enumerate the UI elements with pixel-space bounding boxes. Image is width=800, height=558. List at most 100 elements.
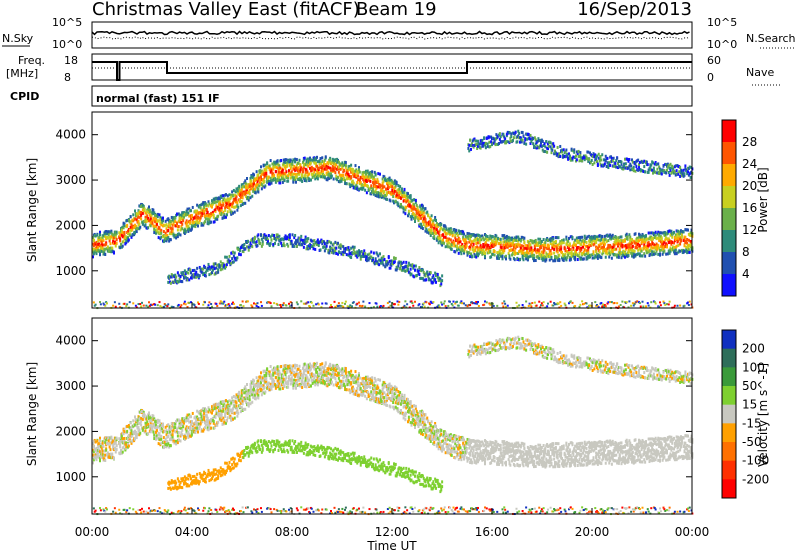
power-echo xyxy=(676,169,678,172)
power-ground-echo xyxy=(129,301,131,303)
power-echo xyxy=(334,167,336,170)
power-ground-echo xyxy=(157,304,159,306)
power-echo xyxy=(455,229,457,232)
power-echo xyxy=(638,239,640,242)
power-echo xyxy=(665,253,667,256)
power-echo xyxy=(296,245,298,248)
power-echo xyxy=(255,191,257,194)
power-echo xyxy=(268,176,270,179)
power-echo xyxy=(214,267,216,270)
power-echo xyxy=(683,169,685,172)
power-echo xyxy=(296,158,298,161)
date-label: 16/Sep/2013 xyxy=(577,0,692,20)
power-echo xyxy=(189,221,191,224)
power-ground-echo xyxy=(496,305,498,307)
power-echo xyxy=(605,256,607,259)
power-echo xyxy=(95,249,97,252)
power-echo xyxy=(565,149,567,152)
power-echo xyxy=(413,264,415,267)
power-ground-echo xyxy=(194,304,196,306)
power-echo xyxy=(405,206,407,209)
power-echo xyxy=(669,241,671,244)
power-echo xyxy=(442,239,444,242)
power-ground-echo xyxy=(406,303,408,305)
power-echo xyxy=(112,234,114,237)
power-echo xyxy=(404,208,406,211)
power-echo xyxy=(477,140,479,143)
power-ground-echo xyxy=(152,304,154,306)
power-echo xyxy=(650,246,652,249)
power-ground-echo xyxy=(279,304,281,306)
power-echo xyxy=(388,186,390,189)
power-echo xyxy=(341,245,343,248)
power-echo xyxy=(376,185,378,188)
power-echo xyxy=(257,191,259,194)
power-echo xyxy=(323,245,325,248)
freq-trace xyxy=(92,62,692,80)
power-ground-echo xyxy=(664,304,666,306)
power-echo xyxy=(378,263,380,266)
power-echo xyxy=(670,234,672,237)
power-ground-echo xyxy=(648,305,650,307)
power-echo xyxy=(264,180,266,183)
power-echo xyxy=(279,181,281,184)
power-echo xyxy=(362,187,364,190)
power-echo xyxy=(248,196,250,199)
power-echo xyxy=(500,241,502,244)
power-echo xyxy=(600,242,602,245)
power-echo xyxy=(134,217,136,220)
power-echo xyxy=(526,250,528,253)
power-echo xyxy=(645,235,647,238)
power-ground-echo xyxy=(216,305,218,307)
power-ground-echo xyxy=(586,302,588,304)
power-echo xyxy=(308,173,310,176)
power-echo xyxy=(431,229,433,232)
power-echo xyxy=(632,161,634,164)
power-echo xyxy=(282,181,284,184)
power-echo xyxy=(596,236,598,239)
power-ground-echo xyxy=(650,301,652,303)
power-echo xyxy=(190,209,192,212)
power-echo xyxy=(407,192,409,195)
power-echo xyxy=(430,218,432,221)
power-echo xyxy=(302,170,304,173)
power-echo xyxy=(396,182,398,185)
power-ground-echo xyxy=(505,306,507,308)
power-echo xyxy=(470,148,472,151)
power-echo xyxy=(99,253,101,256)
power-echo xyxy=(343,247,345,250)
nsearch-tick-bottom: 10^0 xyxy=(707,38,737,51)
power-echo xyxy=(326,245,328,248)
power-echo xyxy=(223,215,225,218)
power-echo xyxy=(190,271,192,274)
power-echo xyxy=(243,202,245,205)
power-echo xyxy=(288,169,290,172)
power-echo xyxy=(606,240,608,243)
power-echo xyxy=(259,170,261,173)
power-echo xyxy=(355,187,357,190)
power-echo xyxy=(249,185,251,188)
power-echo xyxy=(474,248,476,251)
power-ground-echo xyxy=(630,305,632,307)
power-ground-echo xyxy=(285,304,287,306)
power-echo xyxy=(583,257,585,260)
power-ground-echo xyxy=(477,301,479,303)
power-echo xyxy=(189,268,191,271)
power-echo xyxy=(606,165,608,168)
power-echo xyxy=(93,239,95,242)
cpid-label: CPID xyxy=(10,90,39,103)
power-echo xyxy=(333,243,335,246)
power-echo xyxy=(374,262,376,265)
power-echo xyxy=(339,174,341,177)
power-echo xyxy=(552,237,554,240)
power-echo xyxy=(425,228,427,231)
power-echo xyxy=(160,236,162,239)
power-echo xyxy=(687,170,689,173)
power-ground-echo xyxy=(321,303,323,305)
power-echo xyxy=(611,257,613,260)
power-echo xyxy=(343,169,345,172)
station-title: Christmas Valley East (fitACF) xyxy=(92,0,360,20)
power-echo xyxy=(334,241,336,244)
power-ground-echo xyxy=(432,301,434,303)
